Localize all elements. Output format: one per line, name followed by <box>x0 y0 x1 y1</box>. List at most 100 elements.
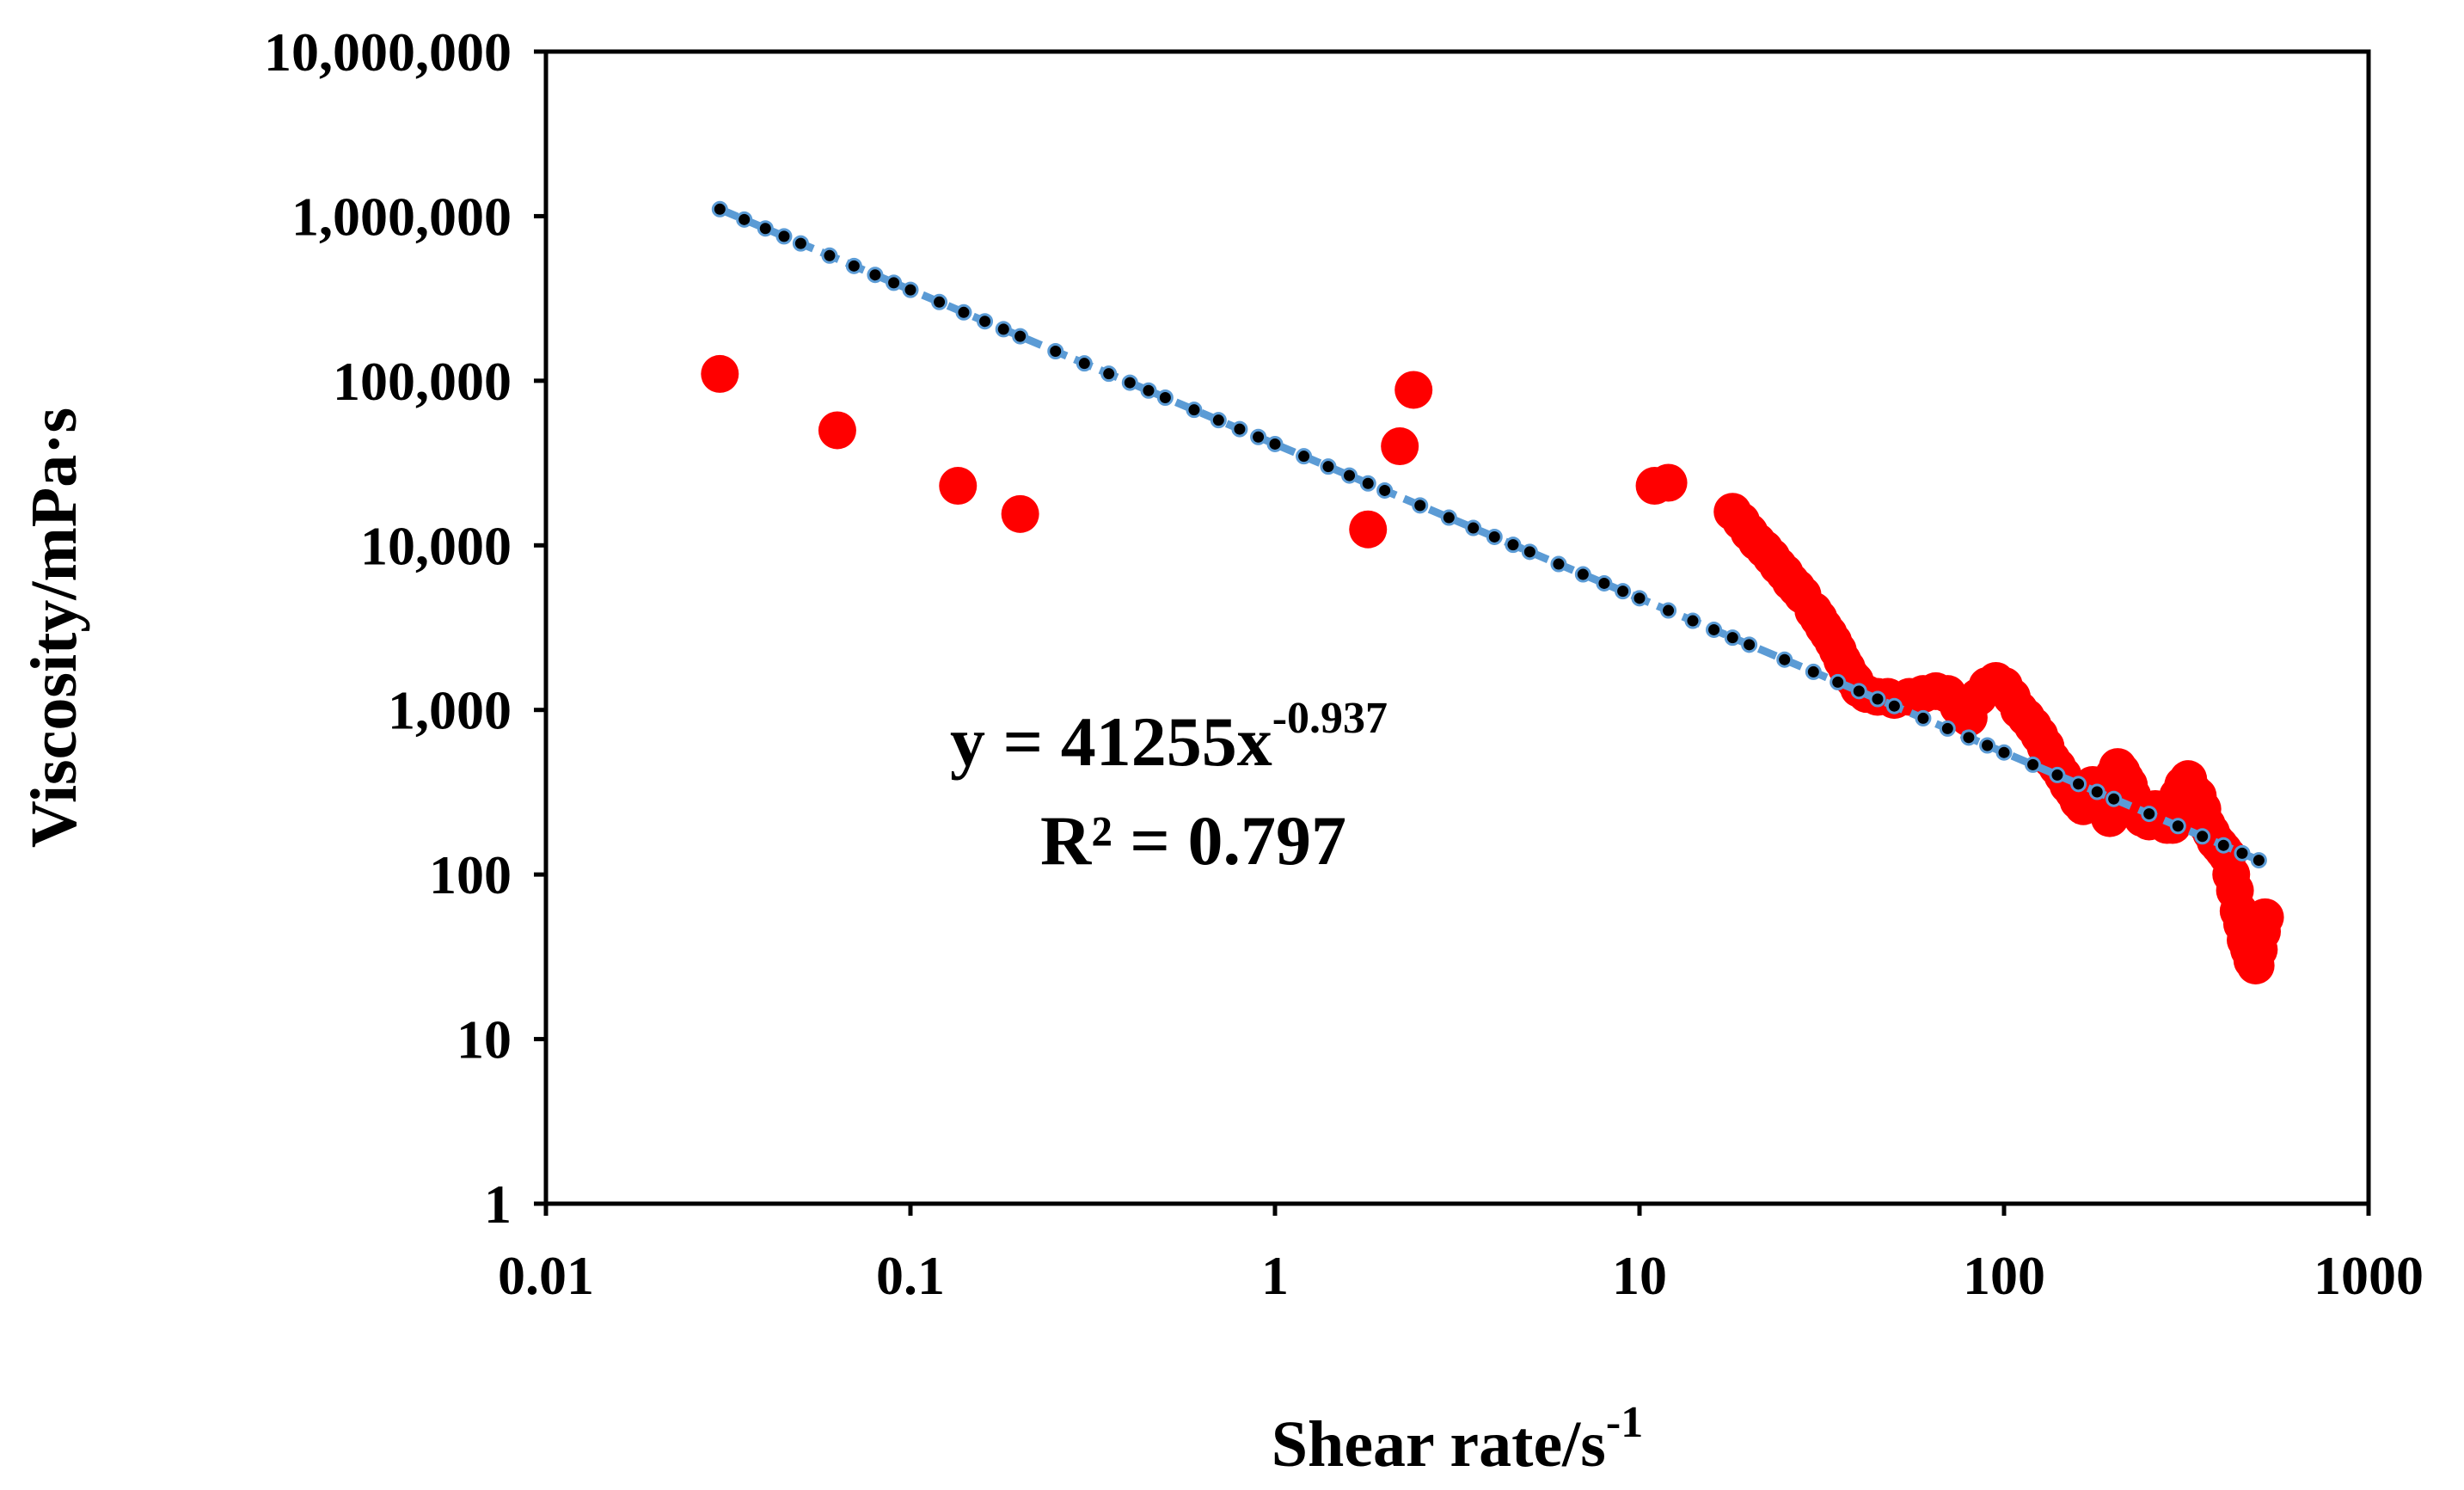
fit-point <box>2234 844 2251 862</box>
fit-point <box>711 200 728 218</box>
measured-point <box>701 354 739 393</box>
y-tick-label: 10 <box>457 1009 512 1070</box>
fit-point <box>1939 720 1956 737</box>
measured-point <box>939 467 978 506</box>
fit-point <box>1915 709 1932 727</box>
fit-point <box>2194 828 2211 845</box>
fit-point <box>757 220 774 237</box>
fit-point <box>1140 382 1157 399</box>
fit-point <box>1596 574 1613 592</box>
fit-point <box>955 304 972 321</box>
measured-point <box>1649 463 1688 502</box>
fit-point <box>2169 818 2186 835</box>
measured-point <box>818 411 856 450</box>
fit-point <box>1850 683 1867 700</box>
y-tick-label: 10,000 <box>360 515 512 576</box>
fit-point <box>1100 365 1118 383</box>
measured-point <box>1001 494 1039 533</box>
fit-point <box>1724 629 1741 647</box>
fit-equation: y = 41255x-0.937 <box>950 694 1388 781</box>
fit-equation-exponent: -0.937 <box>1272 694 1388 743</box>
fit-point <box>736 211 753 228</box>
y-tick-label: 1,000 <box>388 680 512 741</box>
fit-point <box>977 313 994 330</box>
x-tick-label: 10 <box>1612 1245 1667 1306</box>
fit-point <box>1266 435 1284 452</box>
r-squared: R² = 0.797 <box>1040 801 1346 880</box>
x-axis-title-text: Shear rate/s <box>1272 1408 1606 1481</box>
fit-point <box>792 235 809 252</box>
x-tick-label: 0.1 <box>876 1245 945 1306</box>
fit-point <box>1995 744 2013 761</box>
y-tick-label: 1,000,000 <box>291 186 512 247</box>
fit-point <box>1776 651 1793 668</box>
fit-point <box>1631 590 1648 607</box>
fit-point <box>1706 621 1723 638</box>
fit-point <box>1210 412 1227 429</box>
fit-point <box>2070 776 2087 793</box>
fit-point <box>1960 729 1977 746</box>
x-tick-label: 0.01 <box>498 1245 594 1306</box>
y-tick-label: 10,000,000 <box>264 21 512 83</box>
measured-point <box>1349 510 1388 549</box>
fit-point <box>886 274 903 291</box>
fit-point <box>1012 328 1029 345</box>
fit-point <box>1660 602 1677 619</box>
fit-point <box>1186 402 1203 419</box>
y-axis-title: Viscosity/mPa·s <box>18 408 90 848</box>
y-tick-label: 1 <box>484 1174 512 1235</box>
x-tick-label: 100 <box>1963 1245 2045 1306</box>
fit-point <box>2105 790 2123 807</box>
x-axis-title-exponent: -1 <box>1606 1398 1643 1447</box>
measured-point <box>1394 371 1433 409</box>
fit-point <box>995 321 1012 338</box>
fit-point <box>1684 612 1701 629</box>
fit-point <box>1805 663 1822 680</box>
fit-point <box>1047 342 1064 359</box>
plot-area-frame <box>543 49 2371 1206</box>
fit-point <box>1615 583 1632 600</box>
fit-point <box>1376 481 1394 499</box>
fit-equation-base: y = 41255x <box>950 702 1272 781</box>
fit-point <box>1869 690 1886 708</box>
fit-point <box>2141 806 2158 823</box>
fit-point <box>1505 537 1522 554</box>
fit-point <box>1231 420 1248 438</box>
fit-point <box>1296 448 1313 465</box>
fit-point <box>2049 766 2066 783</box>
fit-point <box>1465 519 1482 537</box>
y-tick-label: 100 <box>429 844 512 905</box>
x-axis-tick-labels: 0.01 0.1 1 10 100 1000 <box>498 1245 2424 1306</box>
fit-point <box>845 257 862 274</box>
x-tick-label: 1000 <box>2314 1245 2424 1306</box>
fit-point <box>1550 555 1567 573</box>
fit-point <box>902 281 919 298</box>
fit-point <box>1359 475 1376 492</box>
fit-point <box>821 247 838 264</box>
x-axis-title: Shear rate/s-1 <box>1272 1398 1643 1481</box>
fit-point <box>1320 458 1337 475</box>
y-axis-tick-labels: 1 10 100 1,000 10,000 100,000 1,000,000 10,000,… <box>264 21 512 1235</box>
fit-point <box>2088 783 2105 800</box>
fit-point <box>1830 673 1847 690</box>
fit-point <box>2250 852 2267 869</box>
fit-point <box>2025 756 2042 773</box>
fit-point <box>1076 355 1093 372</box>
fit-point <box>1341 467 1358 484</box>
fit-point <box>1486 528 1503 545</box>
fit-point <box>1440 509 1457 526</box>
measured-point <box>1381 427 1419 466</box>
fit-point <box>1885 697 1903 714</box>
fit-point <box>1121 374 1138 391</box>
fit-point <box>1741 636 1758 653</box>
fit-point <box>1979 737 1996 754</box>
fit-point <box>867 267 884 284</box>
fit-series <box>711 200 2267 869</box>
fit-point <box>2215 837 2232 854</box>
fit-point <box>1574 566 1591 583</box>
fit-point <box>1521 543 1538 561</box>
fit-point <box>1250 428 1267 445</box>
measured-series <box>701 354 2284 984</box>
y-tick-label: 100,000 <box>333 351 512 412</box>
